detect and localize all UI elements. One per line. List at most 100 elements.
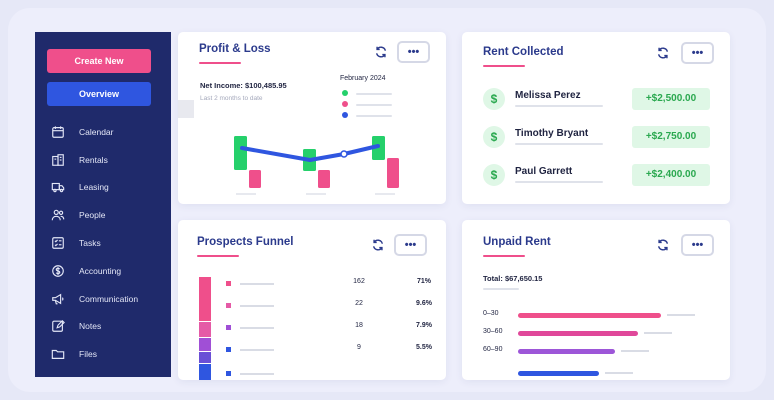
funnel-row-line xyxy=(240,327,274,329)
rent-collected-card: Rent Collected ••• $ Melissa Perez +$2,5… xyxy=(462,32,730,204)
sidebar-item-calendar[interactable]: Calendar xyxy=(51,118,169,146)
tasks-icon xyxy=(52,237,64,249)
sidebar-item-tasks[interactable]: Tasks xyxy=(51,229,169,257)
sidebar-item-label: Leasing xyxy=(79,182,109,193)
tenant-subline xyxy=(515,105,603,107)
funnel-count: 22 xyxy=(355,300,363,307)
title-underline xyxy=(197,255,239,257)
aging-row xyxy=(483,368,713,378)
sidebar-item-label: People xyxy=(79,210,106,221)
aging-bar-track xyxy=(644,332,672,334)
sidebar-nav: Calendar Rentals Leasing People Tasks Ac… xyxy=(51,118,169,368)
sidebar-item-communication[interactable]: Communication xyxy=(51,285,169,313)
funnel-percent: 71% xyxy=(416,278,431,285)
chart-trend-line xyxy=(240,144,380,162)
legend-swatch-blue xyxy=(342,112,348,118)
refresh-icon[interactable] xyxy=(656,46,670,60)
megaphone-icon xyxy=(52,293,64,305)
period-label: Last 2 months to date xyxy=(200,95,263,102)
funnel-row-line xyxy=(240,349,274,351)
create-new-button[interactable]: Create New xyxy=(47,49,151,73)
app-frame: Create New Overview Calendar Rentals Lea… xyxy=(8,8,766,392)
aging-bar xyxy=(518,330,638,336)
profit-loss-chart xyxy=(234,136,399,195)
dollar-icon: $ xyxy=(483,164,505,186)
sidebar-item-label: Accounting xyxy=(79,265,122,276)
chart-point xyxy=(340,150,348,158)
legend-line xyxy=(356,115,392,117)
funnel-bar xyxy=(199,352,211,363)
legend-swatch-pink xyxy=(342,101,348,107)
card-title: Rent Collected xyxy=(483,46,564,58)
funnel-dot xyxy=(226,325,231,330)
sidebar-item-people[interactable]: People xyxy=(51,201,169,229)
total-subline xyxy=(483,288,519,290)
notes-icon xyxy=(52,320,65,333)
calendar-icon xyxy=(52,126,64,138)
more-options-button[interactable]: ••• xyxy=(681,234,714,256)
chart-bar-pink xyxy=(249,170,261,188)
aging-label: 0–30 xyxy=(483,310,499,317)
funnel-row: 9 5.5% xyxy=(226,344,436,356)
rent-amount-badge: +$2,400.00 xyxy=(632,164,710,186)
aging-bar-track xyxy=(621,350,649,352)
chart-bar-pink xyxy=(387,158,399,188)
aging-bar xyxy=(518,312,661,318)
legend-line xyxy=(356,93,392,95)
funnel-dot xyxy=(226,371,231,376)
chart-bar-green xyxy=(372,136,385,160)
funnel-row-line xyxy=(240,305,274,307)
sidebar-item-leasing[interactable]: Leasing xyxy=(51,174,169,202)
sidebar-item-rentals[interactable]: Rentals xyxy=(51,146,169,174)
funnel-dot xyxy=(226,347,231,352)
folder-icon xyxy=(51,350,65,360)
sidebar-item-label: Files xyxy=(79,349,97,360)
dollar-icon: $ xyxy=(483,88,505,110)
rent-amount-badge: +$2,500.00 xyxy=(632,88,710,110)
sidebar-item-label: Rentals xyxy=(79,154,108,165)
net-income: Net Income: $100,485.95 xyxy=(200,81,287,90)
refresh-icon[interactable] xyxy=(656,238,670,252)
funnel-row xyxy=(226,368,436,380)
funnel-row: 162 71% xyxy=(226,278,436,290)
sidebar-item-label: Notes xyxy=(79,321,102,332)
people-icon xyxy=(51,210,65,221)
more-options-button[interactable]: ••• xyxy=(397,41,430,63)
aging-label: 30–60 xyxy=(483,328,503,335)
title-underline xyxy=(199,62,241,64)
rent-amount-badge: +$2,750.00 xyxy=(632,126,710,148)
funnel-row: 18 7.9% xyxy=(226,322,436,334)
funnel-row-line xyxy=(240,373,274,375)
funnel-bar xyxy=(199,322,211,337)
funnel-bar xyxy=(199,277,211,321)
funnel-count: 18 xyxy=(355,322,363,329)
prospects-funnel-card: Prospects Funnel ••• 162 71% 22 9.6% 18 … xyxy=(178,220,446,380)
legend-swatch-green xyxy=(342,90,348,96)
overview-button[interactable]: Overview xyxy=(47,82,151,106)
sidebar-item-accounting[interactable]: Accounting xyxy=(51,257,169,285)
funnel-percent: 5.5% xyxy=(416,344,432,351)
unpaid-total: Total: $67,650.15 xyxy=(483,274,543,283)
aging-row: 30–60 xyxy=(483,328,713,338)
sidebar-item-label: Calendar xyxy=(79,126,114,137)
building-icon xyxy=(52,153,64,166)
sidebar-item-label: Tasks xyxy=(79,238,101,249)
chart-bar-pink xyxy=(318,170,330,188)
sidebar-item-files[interactable]: Files xyxy=(51,340,169,368)
funnel-bar xyxy=(199,364,211,380)
tenant-subline xyxy=(515,143,603,145)
funnel-row: 22 9.6% xyxy=(226,300,436,312)
aging-bar-track xyxy=(605,372,633,374)
refresh-icon[interactable] xyxy=(371,238,385,252)
aging-row: 0–30 xyxy=(483,310,713,320)
aging-bar-track xyxy=(667,314,695,316)
funnel-count: 162 xyxy=(353,278,365,285)
more-options-button[interactable]: ••• xyxy=(681,42,714,64)
more-options-button[interactable]: ••• xyxy=(394,234,427,256)
dollar-icon: $ xyxy=(483,126,505,148)
refresh-icon[interactable] xyxy=(374,45,388,59)
card-title: Profit & Loss xyxy=(199,43,271,55)
card-title: Unpaid Rent xyxy=(483,236,551,248)
card-title: Prospects Funnel xyxy=(197,236,294,248)
sidebar-item-notes[interactable]: Notes xyxy=(51,313,169,341)
